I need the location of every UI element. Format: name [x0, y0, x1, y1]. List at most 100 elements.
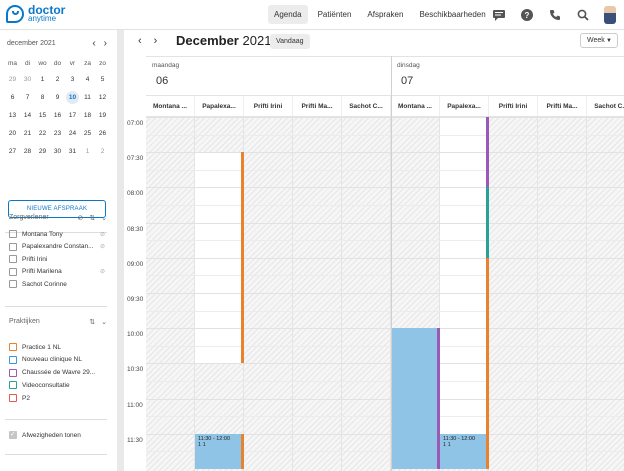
day-header[interactable]: dinsdag 07	[391, 56, 624, 96]
next-week-icon[interactable]: ›	[153, 35, 158, 47]
practice-filter[interactable]: P2	[9, 394, 109, 403]
today-button[interactable]: Vandaag	[270, 34, 310, 49]
resource-header[interactable]: Montana ...	[146, 96, 195, 116]
new-appointment-button[interactable]: NIEUWE AFSPRAAK	[8, 200, 106, 218]
avatar[interactable]	[604, 6, 616, 24]
checkbox[interactable]	[9, 255, 17, 263]
mini-calendar-day[interactable]: 31	[68, 147, 77, 155]
nav-patients[interactable]: Patiënten	[317, 10, 352, 19]
nav-availability[interactable]: Beschikbaarheden	[419, 10, 486, 19]
mini-calendar-day[interactable]: 27	[8, 147, 17, 155]
mini-calendar-day[interactable]: 9	[55, 93, 60, 101]
provider-filter[interactable]: Sachot Corinne	[9, 280, 109, 288]
practice-filter[interactable]: Practice 1 NL	[9, 343, 109, 351]
mini-calendar-day[interactable]: 28	[23, 147, 32, 155]
mini-calendar-day[interactable]: 11	[84, 93, 91, 101]
mini-calendar-day[interactable]: 10	[66, 90, 79, 104]
appointment[interactable]: 11:30 - 12:00 1 1	[195, 433, 241, 469]
calendar-grid[interactable]: 11:30 - 12:00 1 1 11:30 - 12:00 1 1	[146, 117, 624, 471]
appointment[interactable]	[391, 328, 437, 469]
mini-calendar-day[interactable]: 15	[38, 111, 47, 119]
resource-column[interactable]	[489, 117, 538, 471]
mini-calendar-day[interactable]: 1	[40, 75, 45, 83]
checkbox[interactable]	[9, 280, 17, 288]
absences-toggle[interactable]: Afwezigheden tonen	[9, 430, 109, 439]
appointment[interactable]: 11:30 - 12:00 1 1	[440, 433, 486, 469]
resource-header[interactable]: Prifti Ma...	[538, 96, 587, 116]
practice-filter[interactable]: Nouveau clinique NL	[9, 355, 109, 364]
select-all-icon[interactable]: ⊘	[77, 215, 84, 222]
practice-filter[interactable]: Chaussée de Wavre 29...	[9, 368, 109, 377]
mini-calendar-day[interactable]: 14	[23, 111, 32, 119]
view-select[interactable]: Week ▼	[580, 33, 618, 48]
checkbox[interactable]	[9, 242, 17, 251]
resource-column[interactable]	[244, 117, 293, 471]
checkbox[interactable]	[9, 230, 17, 238]
nav-agenda[interactable]: Agenda	[268, 5, 308, 24]
phone-icon[interactable]	[548, 8, 562, 22]
mini-calendar-day[interactable]: 16	[53, 111, 62, 119]
mini-calendar-day[interactable]: 7	[25, 93, 30, 101]
sort-icon[interactable]: ⇅	[89, 319, 96, 326]
sidebar-scrollbar[interactable]	[117, 30, 124, 471]
mini-calendar-day[interactable]: 13	[8, 111, 17, 119]
chevron-down-icon[interactable]: ⌄	[101, 319, 107, 326]
mini-calendar-day[interactable]: 25	[83, 129, 92, 137]
mini-calendar-day[interactable]: 5	[100, 75, 105, 83]
mini-calendar-day[interactable]: 24	[68, 129, 77, 137]
provider-filter[interactable]: Montana Tony ⊘	[9, 230, 109, 238]
mini-calendar-day[interactable]: 20	[8, 129, 17, 137]
availability-block[interactable]	[195, 152, 243, 364]
mini-calendar-day[interactable]: 21	[23, 129, 32, 137]
resource-header[interactable]: Sachot C...	[342, 96, 391, 116]
day-header[interactable]: maandag 06	[146, 56, 391, 96]
search-icon[interactable]	[576, 8, 590, 22]
nav-appointments[interactable]: Afspraken	[367, 10, 404, 19]
resource-header[interactable]: Sachot C...	[587, 96, 624, 116]
mini-calendar-day[interactable]: 4	[85, 75, 90, 83]
checkbox[interactable]	[9, 343, 17, 351]
resource-column[interactable]	[587, 117, 624, 471]
mini-calendar-day[interactable]: 29	[8, 75, 17, 83]
prev-week-icon[interactable]: ‹	[138, 35, 142, 47]
mini-calendar-day[interactable]: 8	[40, 93, 45, 101]
resource-header[interactable]: Prifti Ma...	[293, 96, 342, 116]
mini-calendar-day[interactable]: 2	[100, 147, 105, 155]
checkbox[interactable]	[9, 368, 17, 377]
checkbox[interactable]	[9, 355, 17, 364]
mini-calendar-day[interactable]: 26	[98, 129, 107, 137]
mini-calendar-day[interactable]: 18	[83, 111, 92, 119]
resource-header[interactable]: Papalexa...	[195, 96, 244, 116]
resource-header[interactable]: Prifti Irini	[244, 96, 293, 116]
mini-calendar-day[interactable]: 29	[38, 147, 47, 155]
mini-calendar-day[interactable]: 17	[68, 111, 77, 119]
provider-filter[interactable]: Prifti Marilena ⊘	[9, 267, 109, 276]
mini-prev-icon[interactable]: ‹	[92, 38, 96, 49]
mini-calendar-day[interactable]: 2	[55, 75, 60, 83]
logo[interactable]: doctor anytime	[6, 4, 65, 23]
mini-calendar-day[interactable]: 3	[70, 75, 75, 83]
resource-header[interactable]: Papalexa...	[440, 96, 489, 116]
mini-calendar-day[interactable]: 6	[10, 93, 15, 101]
checkbox[interactable]	[9, 267, 17, 276]
resource-column[interactable]	[538, 117, 587, 471]
help-icon[interactable]: ?	[520, 8, 534, 22]
sort-icon[interactable]: ⇅	[89, 215, 96, 222]
mini-calendar-day[interactable]: 12	[98, 93, 107, 101]
mini-calendar-day[interactable]: 30	[53, 147, 62, 155]
checkbox[interactable]	[9, 430, 17, 439]
resource-column[interactable]	[342, 117, 391, 471]
mini-calendar-day[interactable]: 30	[23, 75, 32, 83]
chat-icon[interactable]	[492, 8, 506, 22]
mini-next-icon[interactable]: ›	[103, 38, 107, 49]
mini-calendar-day[interactable]: 19	[98, 111, 107, 119]
provider-filter[interactable]: Prifti Irini	[9, 255, 109, 263]
chevron-down-icon[interactable]: ⌄	[101, 215, 107, 222]
resource-column[interactable]	[293, 117, 342, 471]
resource-column[interactable]	[146, 117, 195, 471]
mini-calendar-day[interactable]: 23	[53, 129, 62, 137]
resource-header[interactable]: Montana ...	[391, 96, 440, 116]
provider-filter[interactable]: Papalexandre Constan... ⊘	[9, 242, 109, 251]
resource-header[interactable]: Prifti Irini	[489, 96, 538, 116]
mini-calendar-day[interactable]: 22	[38, 129, 47, 137]
